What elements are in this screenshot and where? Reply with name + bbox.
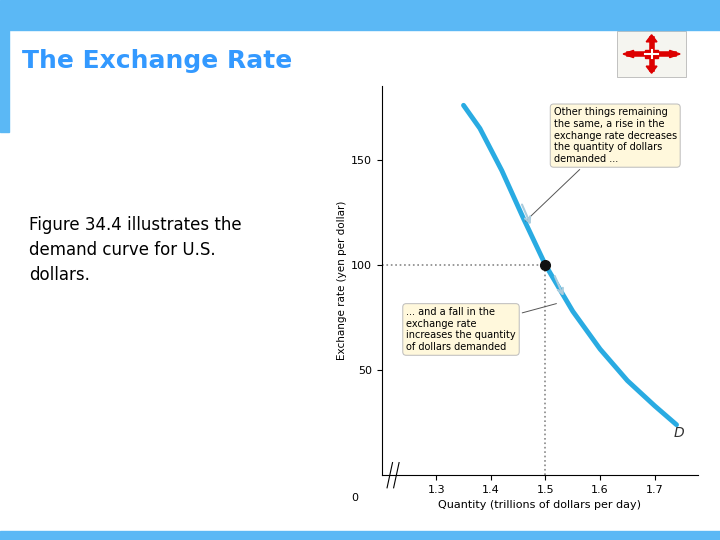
Polygon shape [645,50,658,58]
Polygon shape [647,66,657,73]
Y-axis label: Exchange rate (yen per dollar): Exchange rate (yen per dollar) [337,201,347,361]
Text: Figure 34.4 illustrates the
demand curve for U.S.
dollars.: Figure 34.4 illustrates the demand curve… [29,216,241,284]
Polygon shape [670,50,680,58]
Text: ... and a fall in the
exchange rate
increases the quantity
of dollars demanded: ... and a fall in the exchange rate incr… [406,303,557,352]
FancyBboxPatch shape [617,31,686,77]
Text: D: D [674,426,685,440]
Polygon shape [647,35,657,42]
Polygon shape [623,50,634,58]
X-axis label: Quantity (trillions of dollars per day): Quantity (trillions of dollars per day) [438,501,642,510]
Text: Other things remaining
the same, a rise in the
exchange rate decreases
the quant: Other things remaining the same, a rise … [526,107,677,221]
Text: 0: 0 [351,492,358,503]
Text: The Exchange Rate: The Exchange Rate [22,49,292,72]
